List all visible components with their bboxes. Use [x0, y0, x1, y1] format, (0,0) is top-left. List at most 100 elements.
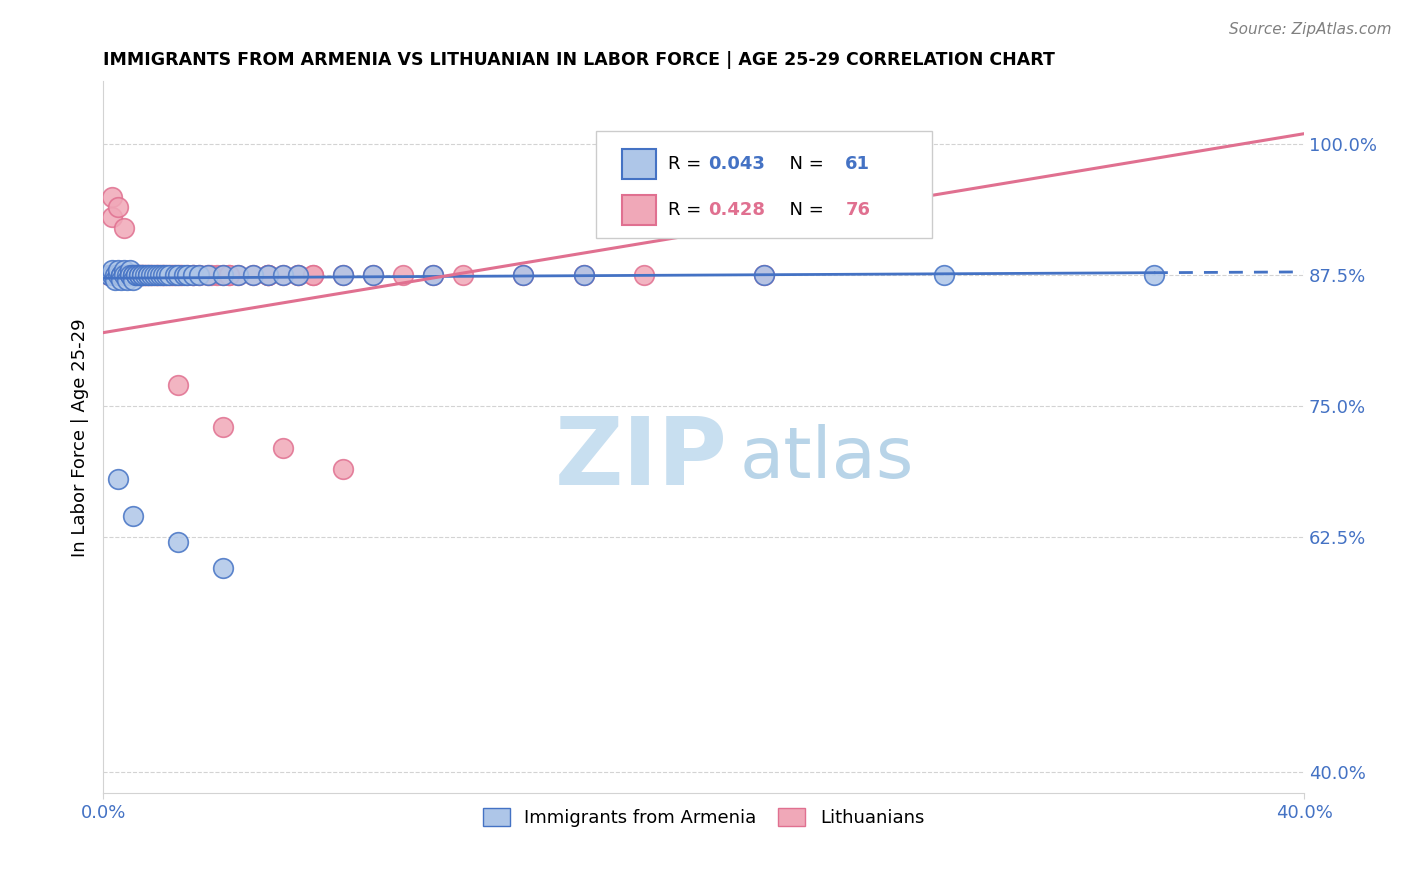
Point	[155, 268, 177, 282]
Point	[422, 268, 444, 282]
Point	[181, 268, 204, 282]
Point	[112, 221, 135, 235]
Point	[110, 268, 132, 282]
Point	[332, 268, 354, 282]
Point	[112, 268, 135, 282]
Point	[110, 268, 132, 282]
Point	[218, 268, 240, 282]
Point	[152, 268, 174, 282]
Point	[120, 268, 142, 282]
Point	[136, 268, 159, 282]
Point	[104, 268, 127, 282]
Point	[212, 268, 235, 282]
Point	[1143, 268, 1166, 282]
Point	[125, 268, 148, 282]
Point	[104, 268, 127, 282]
Point	[120, 268, 142, 282]
Point	[104, 273, 127, 287]
Point	[122, 268, 145, 282]
Text: 76: 76	[845, 202, 870, 219]
Point	[115, 268, 138, 282]
Point	[167, 268, 190, 282]
Point	[242, 268, 264, 282]
Point	[188, 268, 211, 282]
Point	[107, 200, 129, 214]
Point	[392, 268, 415, 282]
Point	[122, 508, 145, 523]
Point	[128, 268, 150, 282]
Point	[98, 268, 121, 282]
Text: atlas: atlas	[740, 425, 914, 493]
Point	[131, 268, 153, 282]
Point	[173, 268, 195, 282]
Point	[128, 268, 150, 282]
Point	[363, 268, 385, 282]
Point	[122, 268, 145, 282]
Point	[141, 268, 163, 282]
Point	[115, 268, 138, 282]
Point	[101, 262, 124, 277]
Point	[107, 268, 129, 282]
Point	[363, 268, 385, 282]
Point	[101, 268, 124, 282]
Text: R =: R =	[668, 155, 707, 173]
Point	[205, 268, 228, 282]
Point	[160, 268, 183, 282]
Point	[157, 268, 180, 282]
Point	[125, 268, 148, 282]
Point	[165, 268, 187, 282]
Point	[257, 268, 280, 282]
Point	[128, 268, 150, 282]
Point	[512, 268, 534, 282]
Point	[112, 268, 135, 282]
Point	[104, 268, 127, 282]
Point	[110, 273, 132, 287]
Point	[257, 268, 280, 282]
Point	[271, 441, 294, 455]
Point	[932, 268, 955, 282]
Point	[176, 268, 198, 282]
Text: 0.428: 0.428	[709, 202, 765, 219]
Point	[257, 268, 280, 282]
Point	[170, 268, 193, 282]
Point	[131, 268, 153, 282]
Point	[167, 378, 190, 392]
Point	[226, 268, 249, 282]
Point	[107, 268, 129, 282]
Point	[146, 268, 169, 282]
Point	[128, 268, 150, 282]
Point	[752, 268, 775, 282]
Point	[287, 268, 309, 282]
FancyBboxPatch shape	[621, 149, 655, 179]
Point	[122, 268, 145, 282]
Point	[197, 268, 219, 282]
Point	[136, 268, 159, 282]
Point	[115, 268, 138, 282]
Legend: Immigrants from Armenia, Lithuanians: Immigrants from Armenia, Lithuanians	[475, 800, 932, 834]
Point	[98, 268, 121, 282]
Point	[218, 268, 240, 282]
Text: N =: N =	[778, 155, 830, 173]
Point	[134, 268, 156, 282]
Point	[141, 268, 163, 282]
Point	[107, 472, 129, 486]
Point	[287, 268, 309, 282]
Point	[287, 268, 309, 282]
Point	[167, 535, 190, 549]
Text: R =: R =	[668, 202, 707, 219]
Text: ZIP: ZIP	[555, 413, 728, 505]
Point	[160, 268, 183, 282]
Point	[136, 268, 159, 282]
Point	[422, 268, 444, 282]
Y-axis label: In Labor Force | Age 25-29: In Labor Force | Age 25-29	[72, 318, 89, 557]
Point	[107, 268, 129, 282]
Text: N =: N =	[778, 202, 830, 219]
Point	[101, 189, 124, 203]
Point	[271, 268, 294, 282]
Point	[149, 268, 172, 282]
Point	[143, 268, 166, 282]
Point	[167, 268, 190, 282]
Point	[122, 268, 145, 282]
Point	[120, 262, 142, 277]
Point	[131, 268, 153, 282]
